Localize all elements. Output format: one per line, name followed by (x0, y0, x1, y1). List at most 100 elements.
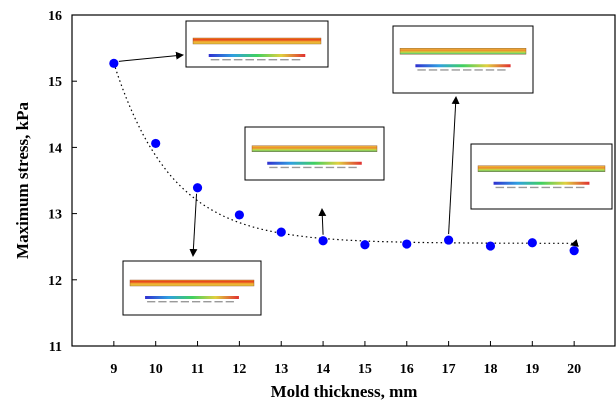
stress-contour-inset (185, 20, 329, 68)
color-scale-tick-label (280, 59, 289, 61)
plot-area-frame (71, 14, 616, 347)
arrow-layer (118, 51, 579, 257)
x-tick-label: 15 (358, 362, 372, 377)
x-axis-title: Mold thickness, mm (271, 382, 418, 401)
color-scale-tick-label (203, 301, 212, 303)
data-point (234, 210, 244, 220)
color-scale-tick-label (348, 166, 357, 169)
color-scale-tick-label (337, 166, 346, 169)
color-scale-tick-label (417, 69, 426, 71)
data-point (192, 183, 203, 193)
stress-contour-inset (470, 143, 613, 210)
x-tick-label: 18 (483, 362, 497, 377)
color-scale-tick-label (428, 69, 438, 71)
x-tick-label: 20 (567, 362, 581, 377)
color-scale-tick-label (564, 186, 573, 189)
stress-contour-bar (477, 165, 606, 172)
data-point (569, 246, 579, 256)
color-scale-tick-label (518, 186, 528, 189)
inset-arrow (118, 51, 184, 62)
inset-layer (122, 20, 613, 316)
y-tick-label: 16 (48, 9, 62, 24)
color-scale-tick-label (222, 59, 231, 61)
inset-frame (392, 25, 534, 94)
stress-contour-bar (251, 145, 378, 152)
inset-arrow (318, 208, 327, 235)
color-scale-tick-label (268, 59, 278, 61)
stress-contour-bar (192, 37, 322, 45)
color-scale-tick-label (440, 69, 449, 71)
color-scale-tick-label (474, 69, 483, 71)
color-scale-bar (208, 54, 306, 57)
x-tick-label: 14 (316, 362, 330, 377)
x-tick-label: 19 (525, 362, 539, 377)
color-scale-tick-label (269, 166, 278, 169)
y-tick-label: 15 (48, 75, 62, 90)
color-scale-tick-label (169, 301, 178, 303)
color-scale-tick-label (451, 69, 460, 71)
x-tick-label: 17 (442, 362, 456, 377)
color-scale-tick-label (575, 186, 585, 189)
color-scale-tick-label (257, 59, 266, 61)
x-tick-label: 10 (149, 362, 163, 377)
color-scale-tick-label (495, 186, 505, 189)
color-scale-tick-label (463, 69, 472, 71)
color-scale-bar (415, 64, 511, 68)
color-scale-tick-label (291, 166, 301, 169)
color-scale-tick-label (291, 59, 301, 61)
inset-frame (122, 260, 262, 316)
color-scale-bar (493, 181, 590, 185)
x-tick-label: 9 (110, 362, 117, 377)
data-point (360, 240, 370, 250)
x-tick-label: 12 (232, 362, 246, 377)
y-tick-label: 12 (48, 274, 62, 289)
color-scale-tick-label (192, 301, 201, 303)
data-point (109, 58, 119, 68)
color-scale-tick-label (245, 59, 254, 61)
data-points (109, 58, 579, 256)
color-scale-tick-label (225, 301, 234, 303)
inset-frame (470, 143, 613, 210)
color-scale-bar (267, 161, 362, 165)
color-scale-tick-label (214, 301, 223, 303)
color-scale-tick-label (530, 186, 539, 189)
color-scale-tick-label (147, 301, 156, 303)
color-scale-tick-label (303, 166, 312, 169)
stress-contour-inset (392, 25, 534, 94)
inset-arrow (189, 193, 198, 257)
color-scale-tick-label (180, 301, 189, 303)
y-tick-label: 14 (48, 141, 62, 156)
color-scale-tick-label (210, 59, 220, 61)
axis-ticks: 11 12 13 14 15 16 9 10 11 12 13 14 15 16 17 18 19 20 (48, 9, 581, 377)
color-scale-tick-label (280, 166, 289, 169)
color-scale-tick-label (507, 186, 516, 189)
inset-frame (244, 126, 385, 181)
y-axis-title: Maximum stress, kPa (13, 102, 32, 259)
data-point (318, 236, 328, 246)
x-tick-label: 13 (274, 362, 288, 377)
data-point (485, 241, 496, 251)
color-scale-tick-label (158, 301, 167, 303)
data-point (402, 239, 412, 249)
data-point (151, 138, 161, 149)
color-scale-tick-label (314, 166, 323, 169)
color-scale-tick-label (485, 69, 495, 71)
stress-contour-inset (244, 126, 385, 181)
color-scale-tick-label (325, 166, 335, 169)
color-scale-bar (145, 296, 239, 299)
data-point (527, 238, 537, 248)
y-tick-label: 11 (49, 340, 62, 355)
color-scale-tick-label (497, 69, 506, 71)
stress-contour-bar (129, 279, 255, 287)
inset-arrow (448, 96, 460, 235)
x-tick-label: 16 (400, 362, 414, 377)
stress-contour-bar (399, 48, 527, 55)
stress-contour-inset (122, 260, 262, 316)
y-tick-label: 13 (48, 208, 62, 223)
color-scale-tick-label (552, 186, 562, 189)
data-point (444, 235, 454, 245)
color-scale-tick-label (233, 59, 243, 61)
x-tick-label: 11 (191, 362, 204, 377)
data-point (276, 227, 286, 237)
